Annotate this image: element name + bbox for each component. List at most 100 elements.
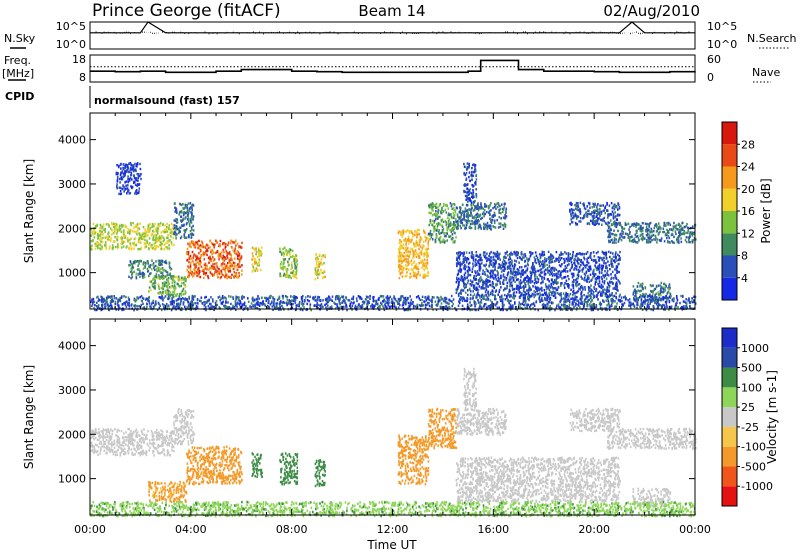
range-cell xyxy=(149,272,151,276)
range-cell xyxy=(467,217,470,220)
range-cell xyxy=(120,246,123,249)
range-cell xyxy=(286,251,289,254)
range-cell xyxy=(180,235,183,238)
range-cell xyxy=(431,238,434,241)
range-cell xyxy=(665,224,667,227)
range-cell xyxy=(581,261,584,265)
range-cell xyxy=(182,203,184,206)
range-cell xyxy=(580,292,583,295)
range-cell xyxy=(430,207,433,210)
range-cell xyxy=(172,290,174,294)
range-cell xyxy=(668,221,670,225)
range-cell xyxy=(449,224,451,227)
range-cell xyxy=(468,251,471,255)
range-cell xyxy=(457,285,459,288)
range-cell xyxy=(181,224,183,227)
range-cell xyxy=(202,272,205,276)
range-cell xyxy=(140,272,143,276)
range-cell xyxy=(173,219,176,222)
range-cell xyxy=(236,249,239,253)
range-cell xyxy=(487,224,490,227)
range-cell xyxy=(493,225,495,229)
range-cell xyxy=(127,228,130,231)
range-cell xyxy=(161,242,163,246)
range-cell xyxy=(182,278,184,281)
range-cell xyxy=(542,254,544,257)
range-cell xyxy=(405,249,407,252)
range-cell xyxy=(401,271,404,274)
range-cell xyxy=(436,222,438,226)
range-cell xyxy=(399,257,402,261)
range-cell xyxy=(147,262,149,265)
range-cell xyxy=(206,244,209,247)
range-cell xyxy=(610,273,612,276)
range-cell xyxy=(195,264,197,267)
range-cell xyxy=(447,222,449,225)
range-cell xyxy=(540,282,542,285)
range-cell xyxy=(495,253,498,256)
range-cell xyxy=(204,245,206,249)
range-cell xyxy=(574,278,577,282)
range-cell xyxy=(435,233,438,236)
range-cell xyxy=(577,290,579,293)
range-cell xyxy=(586,276,589,279)
range-cell xyxy=(456,273,459,277)
range-cell xyxy=(611,206,614,209)
range-cell xyxy=(552,268,554,271)
range-cell xyxy=(562,292,565,295)
range-cell xyxy=(494,253,496,256)
range-cell xyxy=(511,260,513,263)
range-cell xyxy=(689,232,691,236)
range-cell xyxy=(551,260,554,263)
range-cell xyxy=(475,251,478,254)
range-cell xyxy=(567,254,570,257)
range-cell xyxy=(131,273,133,276)
range-cell xyxy=(458,263,461,266)
range-cell xyxy=(593,268,595,272)
range-cell xyxy=(567,285,569,288)
range-cell xyxy=(144,238,146,242)
range-cell xyxy=(431,219,434,223)
range-cell xyxy=(107,236,109,239)
range-cell xyxy=(451,203,453,206)
range-cell xyxy=(502,227,505,230)
range-cell xyxy=(660,239,662,242)
range-cell xyxy=(164,224,166,227)
range-cell xyxy=(656,230,658,233)
range-cell xyxy=(691,241,694,244)
range-cell xyxy=(476,207,478,210)
range-cell xyxy=(405,230,408,233)
range-cell xyxy=(251,270,254,273)
range-cell xyxy=(587,292,589,295)
range-cell xyxy=(598,212,601,215)
range-cell xyxy=(457,253,459,256)
range-cell xyxy=(100,232,102,235)
range-cell xyxy=(529,255,532,258)
range-cell xyxy=(133,237,136,241)
range-cell xyxy=(419,236,422,239)
range-cell xyxy=(609,240,611,243)
range-cell xyxy=(508,279,511,283)
range-cell xyxy=(554,293,556,297)
range-cell xyxy=(241,269,243,272)
range-cell xyxy=(469,214,471,217)
range-cell xyxy=(512,279,515,282)
range-cell xyxy=(477,291,479,294)
range-cell xyxy=(103,228,105,231)
range-cell xyxy=(453,214,456,217)
range-cell xyxy=(493,203,496,206)
range-cell xyxy=(627,222,630,225)
range-cell xyxy=(513,263,516,266)
range-cell xyxy=(496,202,498,205)
range-cell xyxy=(434,218,437,221)
range-cell xyxy=(189,206,192,209)
range-cell xyxy=(112,246,115,249)
range-cell xyxy=(288,257,290,261)
range-cell xyxy=(498,208,500,212)
range-cell xyxy=(226,276,228,279)
range-cell xyxy=(404,275,406,278)
range-cell xyxy=(511,276,513,279)
range-cell xyxy=(407,235,410,239)
range-cell xyxy=(557,272,559,276)
range-cell xyxy=(196,261,199,264)
